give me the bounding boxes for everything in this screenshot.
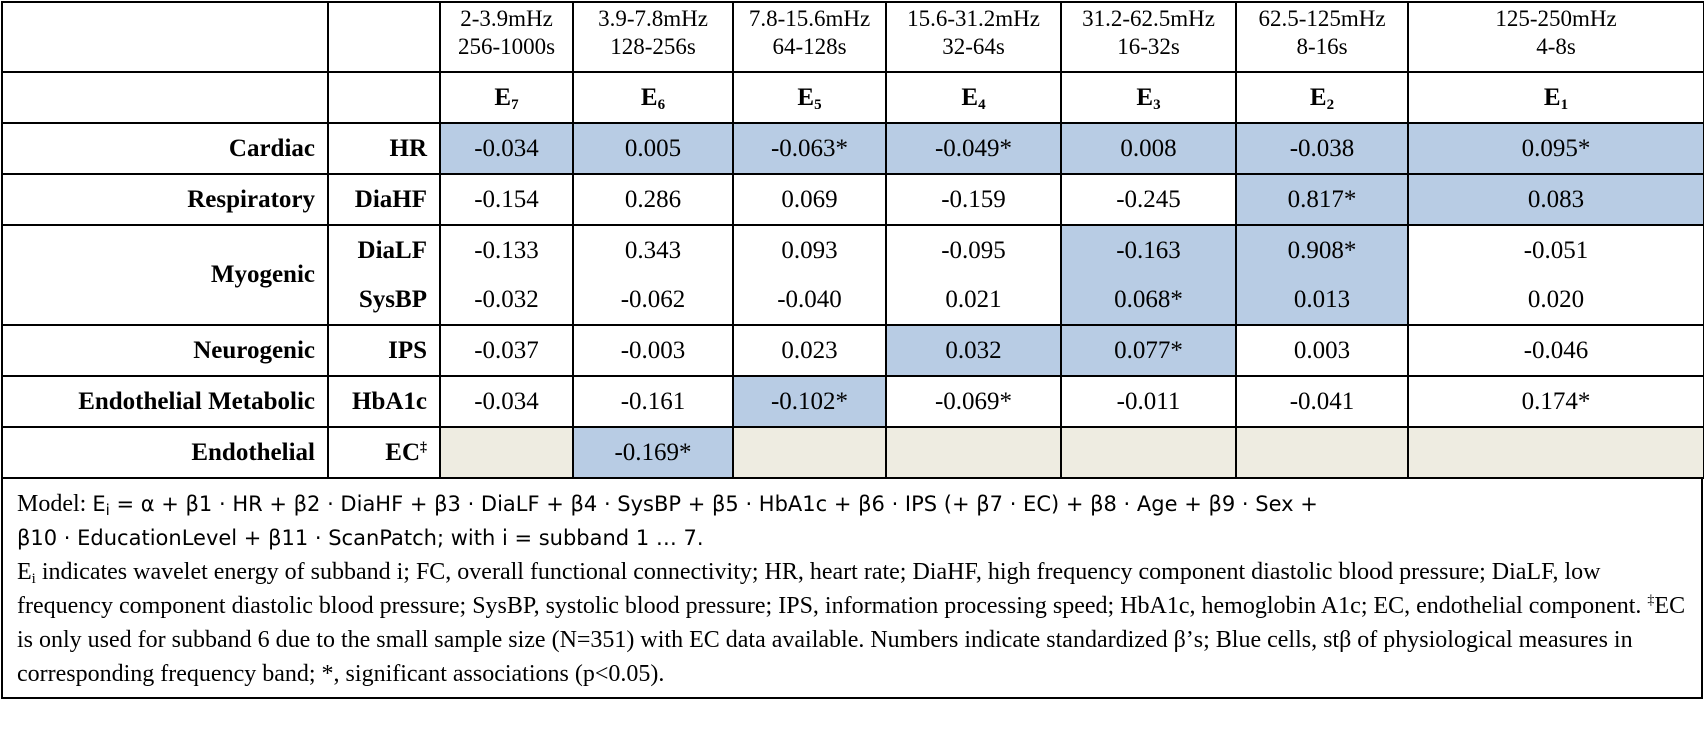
value-cell: -0.163 (1060, 224, 1237, 275)
value-cell: 0.095* (1407, 122, 1704, 175)
results-table-container: 2-3.9mHz 256-1000s 3.9-7.8mHz 128-256s 7.8… (1, 1, 1704, 699)
header-row-frequency: 2-3.9mHz 256-1000s 3.9-7.8mHz 128-256s 7.8… (1, 1, 1704, 73)
value-cell: -0.032 (439, 275, 574, 326)
category-label: Cardiac (1, 122, 329, 175)
table-row-respiratory: Respiratory DiaHF -0.154 0.286 0.069 -0.… (1, 173, 1704, 226)
value-cell: 0.020 (1407, 275, 1704, 326)
value-cell: -0.169* (572, 426, 734, 479)
value-cell: -0.049* (885, 122, 1062, 175)
value-cell: 0.817* (1235, 173, 1409, 226)
value-cell: -0.069* (885, 375, 1062, 428)
measure-label: DiaHF (327, 173, 441, 226)
value-cell: 0.023 (732, 324, 887, 377)
energy-label-e7: E7 (439, 71, 574, 124)
value-cell: 0.021 (885, 275, 1062, 326)
value-cell: -0.102* (732, 375, 887, 428)
energy-label-e3: E3 (1060, 71, 1237, 124)
value-cell: 0.008 (1060, 122, 1237, 175)
header-row-energy: E7 E6 E5 E4 E3 E2 E1 (1, 71, 1704, 124)
value-cell: -0.095 (885, 224, 1062, 275)
value-cell: -0.040 (732, 275, 887, 326)
value-cell: -0.154 (439, 173, 574, 226)
value-cell: 0.093 (732, 224, 887, 275)
value-cell: -0.159 (885, 173, 1062, 226)
empty-cell (885, 426, 1062, 479)
value-cell: -0.034 (439, 375, 574, 428)
empty-cell (732, 426, 887, 479)
measure-label: IPS (327, 324, 441, 377)
band-header-e2: 62.5-125mHz 8-16s (1235, 1, 1409, 73)
value-cell: 0.908* (1235, 224, 1409, 275)
value-cell: -0.062 (572, 275, 734, 326)
abbreviation-definitions: Ei indicates wavelet energy of subband i… (17, 559, 1686, 687)
value-cell: 0.003 (1235, 324, 1409, 377)
value-cell: 0.005 (572, 122, 734, 175)
value-cell: -0.063* (732, 122, 887, 175)
energy-label-e2: E2 (1235, 71, 1409, 124)
value-cell: 0.077* (1060, 324, 1237, 377)
value-cell: -0.041 (1235, 375, 1409, 428)
value-cell: -0.034 (439, 122, 574, 175)
value-cell: 0.032 (885, 324, 1062, 377)
measure-label: SysBP (327, 275, 441, 326)
band-header-e6: 3.9-7.8mHz 128-256s (572, 1, 734, 73)
measure-label: DiaLF (327, 224, 441, 275)
band-header-e1: 125-250mHz 4-8s (1407, 1, 1704, 73)
value-cell: -0.011 (1060, 375, 1237, 428)
value-cell: 0.343 (572, 224, 734, 275)
value-cell: -0.037 (439, 324, 574, 377)
category-label: Neurogenic (1, 324, 329, 377)
header-blank-cell (327, 71, 441, 124)
band-header-e5: 7.8-15.6mHz 64-128s (732, 1, 887, 73)
category-label: Endothelial Metabolic (1, 375, 329, 428)
header-blank-cell (1, 71, 329, 124)
table-row-endothelial-metabolic: Endothelial Metabolic HbA1c -0.034 -0.16… (1, 375, 1704, 428)
model-formula: Model: Ei = α + β1 · HR + β2 · DiaHF + β… (17, 491, 1318, 550)
results-table: 2-3.9mHz 256-1000s 3.9-7.8mHz 128-256s 7.8… (1, 1, 1704, 479)
table-row-myogenic-sysbp: SysBP -0.032 -0.062 -0.040 0.021 0.068* … (2, 275, 1704, 326)
table-row-myogenic-dialf: Myogenic DiaLF -0.133 0.343 0.093 -0.095… (1, 224, 1704, 325)
energy-label-e6: E6 (572, 71, 734, 124)
category-label: Endothelial (1, 426, 329, 479)
empty-cell (1235, 426, 1409, 479)
measure-label: HR (327, 122, 441, 175)
measure-label: EC‡ (327, 426, 441, 479)
empty-cell (1060, 426, 1237, 479)
band-header-e3: 31.2-62.5mHz 16-32s (1060, 1, 1237, 73)
value-cell: -0.003 (572, 324, 734, 377)
measure-label: HbA1c (327, 375, 441, 428)
table-footnote: Model: Ei = α + β1 · HR + β2 · DiaHF + β… (1, 479, 1703, 699)
category-label: Respiratory (1, 173, 329, 226)
value-cell: -0.046 (1407, 324, 1704, 377)
value-cell: 0.068* (1060, 275, 1237, 326)
value-cell: -0.133 (439, 224, 574, 275)
band-header-e4: 15.6-31.2mHz 32-64s (885, 1, 1062, 73)
value-cell: 0.083 (1407, 173, 1704, 226)
category-label: Myogenic (1, 224, 329, 325)
value-cell: 0.013 (1235, 275, 1409, 326)
value-cell: 0.069 (732, 173, 887, 226)
empty-cell (439, 426, 574, 479)
band-header-e7: 2-3.9mHz 256-1000s (439, 1, 574, 73)
value-cell: 0.174* (1407, 375, 1704, 428)
value-cell: -0.051 (1407, 224, 1704, 275)
value-cell: 0.286 (572, 173, 734, 226)
value-cell: -0.245 (1060, 173, 1237, 226)
header-blank-cell (1, 1, 329, 73)
table-row-endothelial: Endothelial EC‡ -0.169* (1, 426, 1704, 479)
value-cell: -0.161 (572, 375, 734, 428)
table-row-cardiac: Cardiac HR -0.034 0.005 -0.063* -0.049* … (1, 122, 1704, 175)
value-cell: -0.038 (1235, 122, 1409, 175)
table-row-neurogenic: Neurogenic IPS -0.037 -0.003 0.023 0.032… (1, 324, 1704, 377)
empty-cell (1407, 426, 1704, 479)
energy-label-e4: E4 (885, 71, 1062, 124)
header-blank-cell (327, 1, 441, 73)
energy-label-e5: E5 (732, 71, 887, 124)
energy-label-e1: E1 (1407, 71, 1704, 124)
